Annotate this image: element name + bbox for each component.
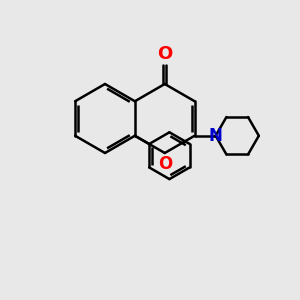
Text: O: O (157, 45, 172, 63)
Text: N: N (209, 127, 223, 145)
Text: O: O (158, 155, 172, 173)
